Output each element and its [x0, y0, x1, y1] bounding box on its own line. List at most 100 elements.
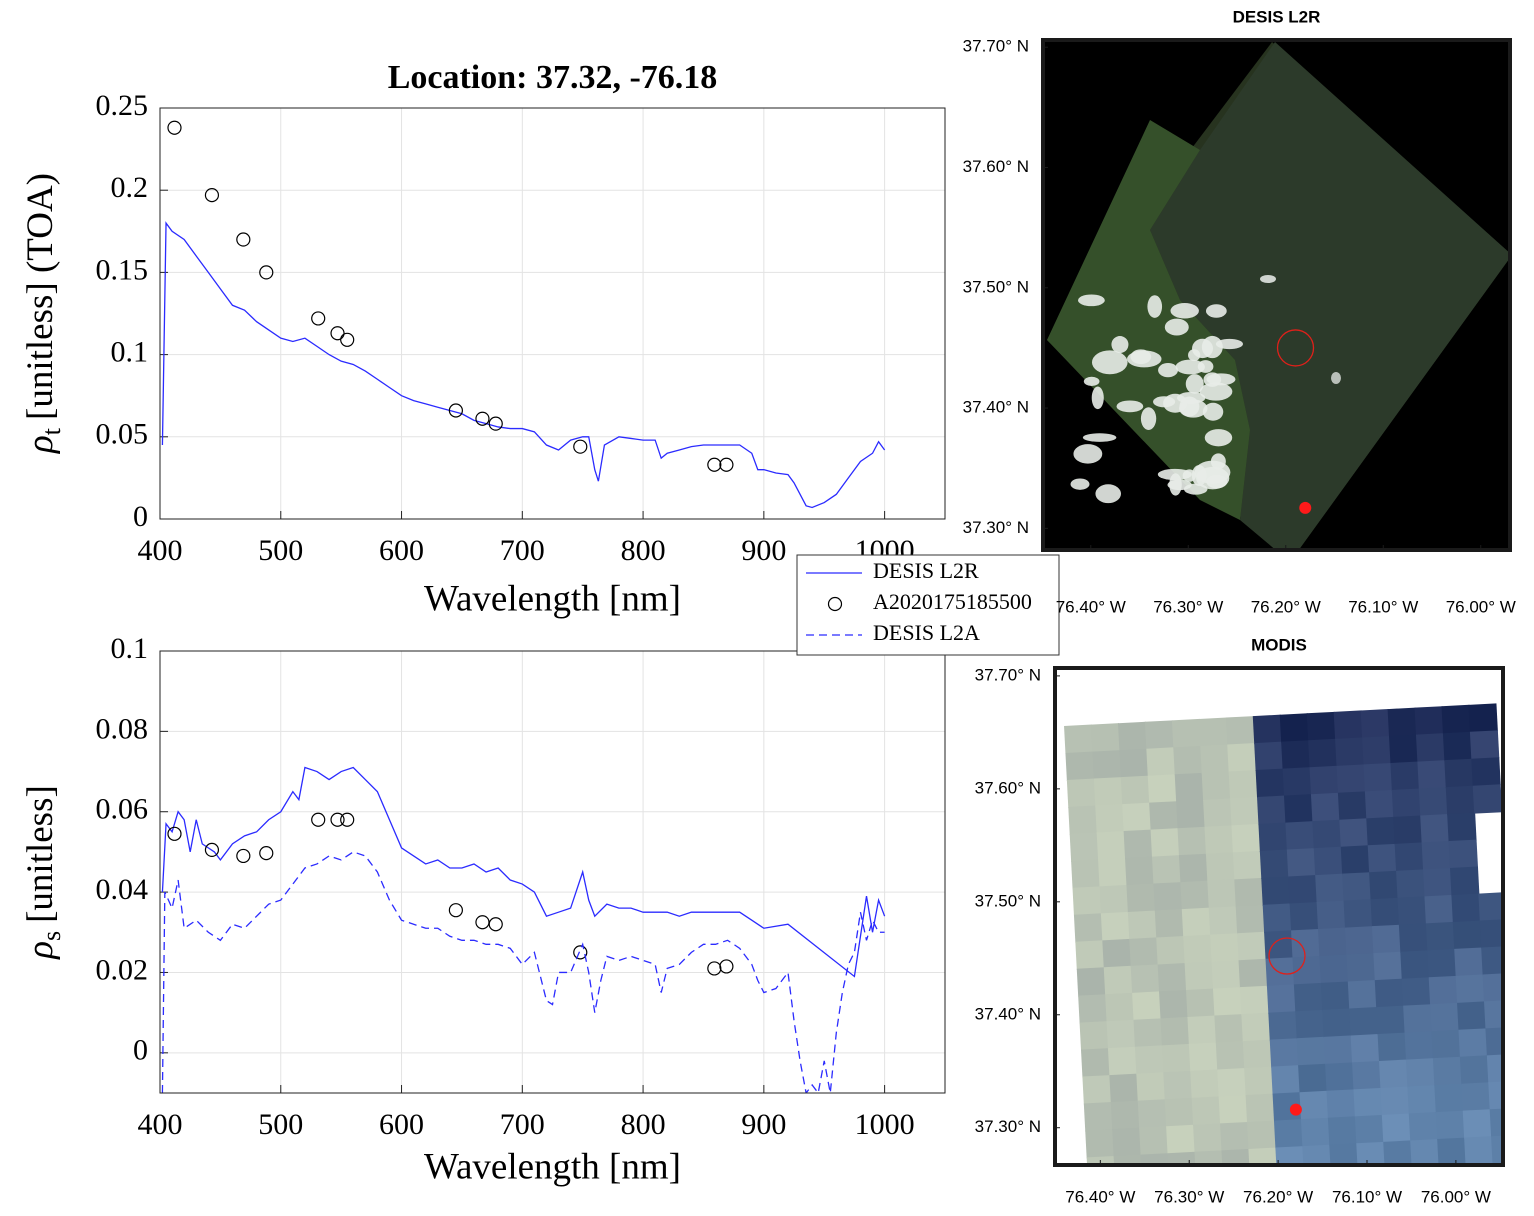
mosaic-cell	[1364, 789, 1395, 820]
y-tick-label: 0.1	[111, 335, 149, 368]
mosaic-cell	[1377, 1032, 1408, 1062]
mosaic-cell	[1390, 761, 1420, 791]
mosaic-cell	[1318, 927, 1348, 957]
mosaic-cell	[1234, 877, 1264, 908]
mosaic-cell	[1228, 770, 1259, 800]
x-tick-label: 76.30° W	[1154, 1187, 1224, 1206]
mosaic-cell	[1295, 1009, 1325, 1040]
map-title: DESIS L2R	[1233, 7, 1321, 26]
mosaic-cell	[1445, 785, 1476, 816]
y-tick-label: 0.2	[111, 171, 149, 204]
cloud	[1204, 429, 1233, 447]
data-point	[311, 311, 326, 326]
mosaic-cell	[1183, 934, 1213, 965]
mosaic-cell	[1397, 896, 1427, 926]
mosaic-cell	[1279, 713, 1310, 743]
x-tick-label: 600	[379, 534, 424, 567]
mosaic-cell	[1447, 812, 1477, 843]
mosaic-cell	[1380, 1086, 1410, 1116]
mosaic-cell	[1281, 740, 1311, 770]
mosaic-cell	[1350, 1033, 1381, 1064]
mosaic-cell	[1100, 911, 1131, 942]
y-tick-label: 0.05	[96, 418, 149, 451]
mosaic-cell	[1367, 843, 1398, 874]
mosaic-cell	[1092, 750, 1122, 780]
data-point	[340, 332, 355, 347]
mosaic-cell	[1309, 765, 1339, 796]
mosaic-cell	[1489, 1107, 1503, 1138]
mosaic-cell	[1376, 1005, 1406, 1036]
mosaic-cell	[1187, 1015, 1217, 1045]
data-point	[167, 826, 182, 841]
mosaic-cell	[1176, 799, 1206, 830]
mosaic-cell	[1177, 826, 1207, 857]
mosaic-cell	[1071, 859, 1101, 889]
data-point	[488, 416, 503, 431]
cloud	[1073, 444, 1103, 464]
mosaic-cell	[1293, 982, 1324, 1013]
mosaic-cell	[1425, 921, 1456, 952]
x-tick-label: 76.20° W	[1251, 597, 1321, 616]
mosaic-cell	[1258, 822, 1288, 852]
mosaic-cell	[1153, 882, 1183, 912]
cloud	[1188, 349, 1201, 362]
data-point	[719, 457, 734, 472]
mosaic-cell	[1306, 711, 1337, 742]
mosaic-cell	[1119, 748, 1149, 779]
scene-land	[1047, 120, 1250, 520]
cloud	[1175, 359, 1205, 375]
y-tick-label: 37.50° N	[963, 277, 1029, 296]
cloud	[1157, 468, 1192, 481]
data-point	[340, 812, 355, 827]
data-line	[161, 221, 886, 509]
x-tick-label: 76.00° W	[1421, 1187, 1491, 1206]
x-tick-label: 76.20° W	[1243, 1187, 1313, 1206]
data-point	[236, 848, 251, 864]
legend-label: DESIS L2A	[873, 620, 980, 645]
x-tick-label: 400	[138, 1108, 183, 1141]
mosaic-cell	[1123, 829, 1154, 860]
mosaic-cell	[1231, 823, 1261, 854]
mosaic-cell	[1491, 1134, 1503, 1165]
mosaic-cell	[1230, 796, 1260, 827]
mosaic-cell	[1363, 762, 1393, 793]
y-tick-label: 0.1	[111, 632, 149, 665]
mosaic-cell	[1099, 884, 1129, 915]
mosaic-cell	[1156, 936, 1186, 966]
mosaic-cell	[1127, 910, 1158, 940]
x-tick-label: 500	[258, 534, 303, 567]
mosaic-cell	[1360, 709, 1391, 739]
mosaic-cell	[1134, 1045, 1165, 1075]
mosaic-cell	[1160, 1016, 1190, 1047]
mosaic-cell	[1242, 1039, 1273, 1070]
mosaic-cell	[1188, 1042, 1219, 1072]
mosaic-cell	[1262, 903, 1293, 933]
mosaic-cell	[1415, 733, 1446, 763]
mosaic-cell	[1140, 1153, 1170, 1165]
mosaic-cell	[1339, 818, 1369, 848]
cloud	[1164, 318, 1189, 336]
mosaic-cell	[1410, 1139, 1440, 1165]
y-tick-label: 0	[133, 500, 148, 533]
mosaic-cell	[1125, 856, 1155, 886]
mosaic-cell	[1405, 1058, 1436, 1088]
mosaic-cell	[1184, 961, 1215, 991]
y-tick-label: 37.30° N	[975, 1117, 1041, 1136]
mosaic-cell	[1336, 764, 1366, 794]
x-tick-label: 700	[500, 1108, 545, 1141]
mosaic-cell	[1205, 852, 1236, 882]
mosaic-cell	[1319, 954, 1349, 984]
y-tick-label: 37.60° N	[975, 778, 1041, 797]
mosaic-cell	[1449, 866, 1480, 896]
mosaic-cell	[1437, 1137, 1467, 1165]
mosaic-cell	[1388, 734, 1419, 764]
mosaic-cell	[1444, 758, 1474, 789]
x-tick-label: 76.10° W	[1332, 1187, 1402, 1206]
cloud	[1260, 275, 1276, 283]
mosaic-cell	[1457, 1001, 1487, 1031]
x-axis-label: Wavelength [nm]	[424, 1146, 681, 1187]
mosaic-cell	[1343, 899, 1373, 929]
mosaic-cell	[1207, 879, 1237, 909]
mosaic-cell	[1113, 1154, 1144, 1165]
plot-frame	[159, 107, 946, 520]
